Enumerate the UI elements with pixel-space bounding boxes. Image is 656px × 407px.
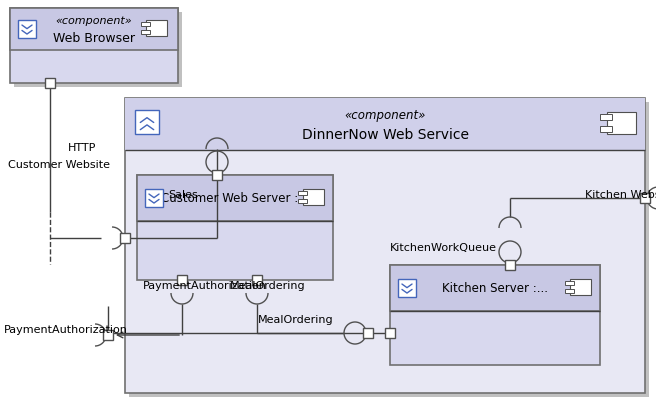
Bar — [505, 260, 515, 270]
Text: Customer Web Server :...: Customer Web Server :... — [161, 192, 309, 204]
Text: Web Browser: Web Browser — [53, 31, 135, 44]
Bar — [125, 98, 645, 150]
Bar — [607, 112, 636, 134]
Bar — [570, 279, 591, 295]
Text: KitchenWorkQueue: KitchenWorkQueue — [390, 243, 497, 253]
Bar — [135, 110, 159, 134]
Text: PaymentAuthorization: PaymentAuthorization — [4, 325, 128, 335]
Bar — [394, 269, 604, 369]
Bar — [363, 328, 373, 338]
Bar — [600, 114, 613, 120]
Bar — [298, 199, 307, 204]
Bar — [145, 189, 163, 207]
Bar — [390, 265, 600, 311]
Bar — [10, 8, 178, 83]
Bar — [125, 98, 645, 393]
Bar — [18, 20, 36, 38]
Bar — [298, 190, 307, 195]
Bar — [103, 330, 113, 340]
Bar — [640, 193, 650, 203]
Bar — [141, 30, 150, 35]
Bar — [146, 20, 167, 36]
Bar — [303, 189, 324, 205]
Text: MealOrdering: MealOrdering — [230, 281, 306, 291]
Bar — [14, 12, 182, 87]
Text: Kitchen Server :...: Kitchen Server :... — [442, 282, 548, 295]
Bar — [565, 289, 574, 293]
Text: Customer Website: Customer Website — [8, 160, 110, 170]
Bar — [137, 175, 333, 221]
Text: DinnerNow Web Service: DinnerNow Web Service — [302, 128, 468, 142]
Bar — [212, 170, 222, 180]
Bar — [141, 22, 150, 26]
Bar — [177, 275, 187, 285]
Text: PaymentAuthorization: PaymentAuthorization — [143, 281, 267, 291]
Bar — [120, 233, 130, 243]
Bar — [385, 328, 395, 338]
Bar — [565, 280, 574, 285]
Bar — [45, 78, 55, 88]
Bar — [600, 126, 613, 132]
Bar — [390, 265, 600, 365]
Text: Sales: Sales — [168, 190, 197, 200]
Text: MealOrdering: MealOrdering — [258, 315, 334, 325]
Bar — [398, 279, 416, 297]
Bar — [10, 8, 178, 50]
Text: «component»: «component» — [56, 16, 133, 26]
Text: «component»: «component» — [344, 109, 426, 122]
Bar — [141, 179, 337, 284]
Text: HTTP: HTTP — [68, 143, 96, 153]
Text: Kitchen Website: Kitchen Website — [585, 190, 656, 200]
Bar — [137, 175, 333, 280]
Bar — [252, 275, 262, 285]
Bar — [129, 102, 649, 397]
